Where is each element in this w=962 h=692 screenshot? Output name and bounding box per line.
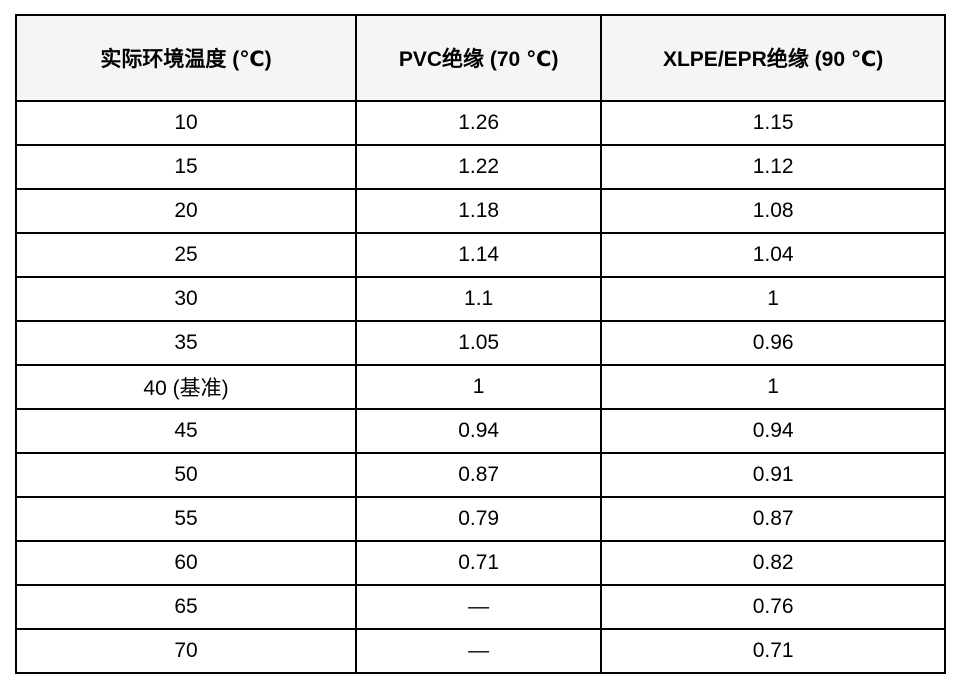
table-cell: 35 [15,320,357,366]
table-cell: 15 [15,144,357,190]
table-cell: 1.12 [600,144,946,190]
table-row: 35 1.05 0.96 [15,320,946,366]
table-row: 55 0.79 0.87 [15,496,946,542]
table-row: 15 1.22 1.12 [15,144,946,190]
table-cell: 1.05 [354,320,603,366]
table-cell: 70 [15,628,357,674]
table-cell: 0.87 [354,452,603,498]
table-cell: 1 [354,364,603,410]
table-cell: 1 [600,276,946,322]
table-row: 25 1.14 1.04 [15,232,946,278]
table-header: 实际环境温度 (℃) PVC绝缘 (70 ℃) XLPE/EPR绝缘 (90 ℃… [15,14,946,102]
table-cell: 20 [15,188,357,234]
table-row: 30 1.1 1 [15,276,946,322]
header-cell-pvc-insulation: PVC绝缘 (70 ℃) [354,14,603,102]
table-cell: 65 [15,584,357,630]
table-cell: 0.71 [354,540,603,586]
header-cell-ambient-temperature: 实际环境温度 (℃) [15,14,357,102]
table-cell: 10 [15,100,357,146]
table-cell: 40 (基准) [15,364,357,410]
table-row: 70—0.71 [15,628,946,674]
table-header-row: 实际环境温度 (℃) PVC绝缘 (70 ℃) XLPE/EPR绝缘 (90 ℃… [15,14,946,102]
table-cell: 50 [15,452,357,498]
header-cell-xlpe-epr-insulation: XLPE/EPR绝缘 (90 ℃) [600,14,946,102]
table-cell: 0.79 [354,496,603,542]
table-body: 10 1.26 1.15 15 1.22 1.12 20 1.18 1.08 25 1.14 1.04… [15,100,946,674]
table-cell: 45 [15,408,357,454]
table-row: 65—0.76 [15,584,946,630]
table-cell: 1.08 [600,188,946,234]
table-cell: 30 [15,276,357,322]
table-row: 10 1.26 1.15 [15,100,946,146]
table-cell: — [354,628,603,674]
table-cell: 1.18 [354,188,603,234]
table-cell: 0.71 [600,628,946,674]
table-cell: — [354,584,603,630]
table-row: 20 1.18 1.08 [15,188,946,234]
table-row: 60 0.71 0.82 [15,540,946,586]
table-cell: 1.15 [600,100,946,146]
table-cell: 55 [15,496,357,542]
table-cell: 1.26 [354,100,603,146]
table-cell: 0.96 [600,320,946,366]
table-cell: 0.94 [354,408,603,454]
table-cell: 1 [600,364,946,410]
table-row: 45 0.94 0.94 [15,408,946,454]
table-cell: 0.91 [600,452,946,498]
table-cell: 0.87 [600,496,946,542]
table-cell: 0.82 [600,540,946,586]
temperature-correction-table: 实际环境温度 (℃) PVC绝缘 (70 ℃) XLPE/EPR绝缘 (90 ℃… [15,14,946,674]
table-cell: 1.1 [354,276,603,322]
table-cell: 1.04 [600,232,946,278]
table-cell: 0.94 [600,408,946,454]
table-cell: 25 [15,232,357,278]
table-row: 40 (基准) 1 1 [15,364,946,410]
table-cell: 1.22 [354,144,603,190]
temperature-correction-table-container: 实际环境温度 (℃) PVC绝缘 (70 ℃) XLPE/EPR绝缘 (90 ℃… [15,14,946,674]
table-cell: 1.14 [354,232,603,278]
table-cell: 0.76 [600,584,946,630]
table-row: 50 0.87 0.91 [15,452,946,498]
table-cell: 60 [15,540,357,586]
